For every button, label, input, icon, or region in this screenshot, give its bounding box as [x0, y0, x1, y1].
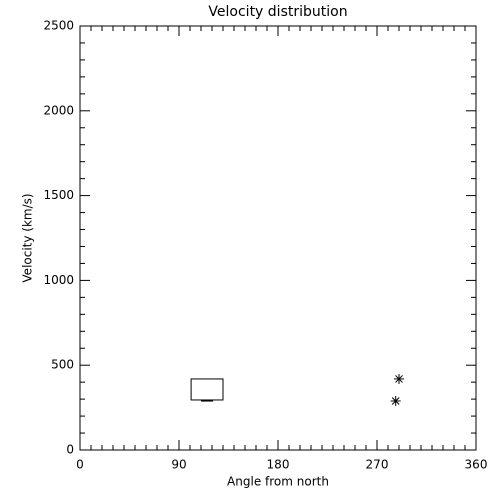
x-tick-label: 90: [171, 458, 186, 472]
x-axis-label: Angle from north: [227, 475, 329, 489]
y-tick-label: 1000: [43, 273, 74, 287]
star-point: [394, 373, 404, 384]
plot-frame: [79, 25, 477, 451]
x-tick-label: 0: [76, 458, 84, 472]
y-axis-label: Velocity (km/s): [21, 193, 35, 282]
y-tick-label: 2000: [43, 103, 74, 117]
box: [190, 378, 224, 401]
x-tick-label: 270: [366, 458, 389, 472]
chart-title: Velocity distribution: [208, 4, 347, 20]
y-tick-label: 1500: [43, 188, 74, 202]
y-tick-label: 2500: [43, 19, 74, 33]
star-point: [390, 395, 401, 406]
star-stroke: [395, 375, 403, 383]
star-stroke: [391, 397, 400, 405]
y-tick-label: 500: [51, 358, 74, 372]
y-tick-label: 0: [66, 443, 74, 457]
x-tick-label: 180: [267, 458, 290, 472]
x-tick-label: 360: [465, 458, 488, 472]
